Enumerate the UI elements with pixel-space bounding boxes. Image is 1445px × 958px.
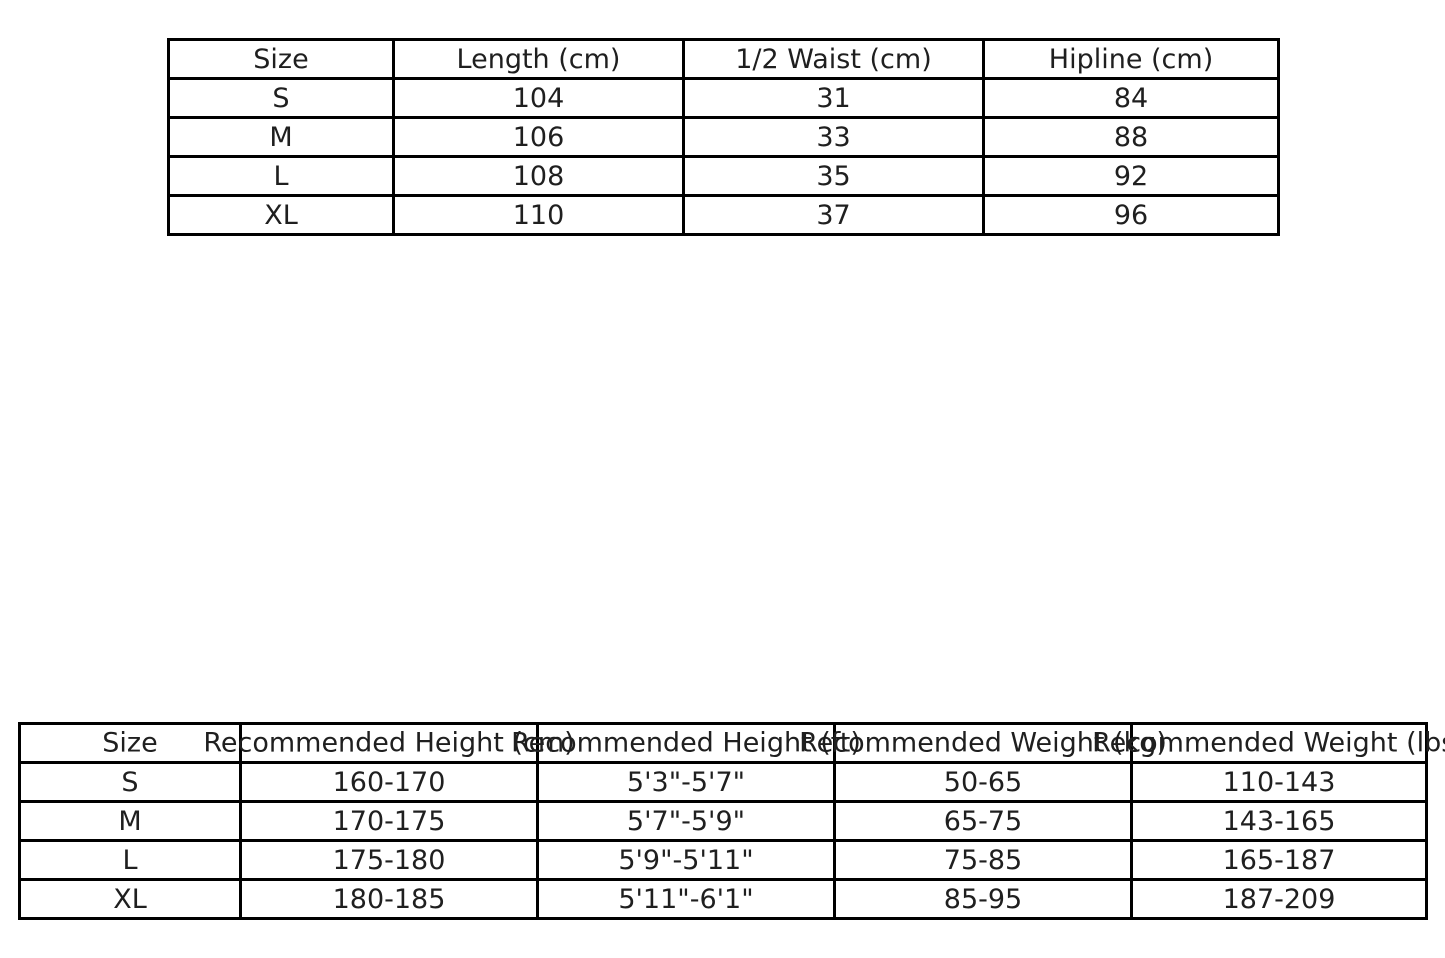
column-header-weight-kg: Recommended Weight (kg) xyxy=(799,722,1167,764)
table-cell: M xyxy=(18,800,242,842)
table-row: L 108 35 92 xyxy=(167,155,1280,197)
table-row: S 160-170 5'3"-5'7" 50-65 110-143 xyxy=(18,761,1428,803)
table-cell: 65-75 xyxy=(833,800,1133,842)
table-row: XL 110 37 96 xyxy=(167,194,1280,236)
table-cell: M xyxy=(167,116,395,158)
size-recommendation-table: Size Recommended Height (cm) Recommended… xyxy=(18,722,1445,920)
table-cell: 5'7"-5'9" xyxy=(536,800,836,842)
column-header-half-waist: 1/2 Waist (cm) xyxy=(682,38,985,80)
table-cell: 170-175 xyxy=(239,800,539,842)
table-cell: 187-209 xyxy=(1130,878,1428,920)
table-cell: 50-65 xyxy=(833,761,1133,803)
table-cell: 143-165 xyxy=(1130,800,1428,842)
table-row: M 106 33 88 xyxy=(167,116,1280,158)
column-header-size: Size xyxy=(18,722,242,764)
column-header-label: Recommended Weight (lbs) xyxy=(1092,727,1445,759)
table-cell: 5'9"-5'11" xyxy=(536,839,836,881)
table-row: XL 180-185 5'11"-6'1" 85-95 187-209 xyxy=(18,878,1428,920)
table-cell: 108 xyxy=(392,155,685,197)
table-cell: 31 xyxy=(682,77,985,119)
column-header-size: Size xyxy=(167,38,395,80)
table-row: L 175-180 5'9"-5'11" 75-85 165-187 xyxy=(18,839,1428,881)
table-cell: 175-180 xyxy=(239,839,539,881)
table-cell: 75-85 xyxy=(833,839,1133,881)
table-cell: XL xyxy=(167,194,395,236)
table-cell: 106 xyxy=(392,116,685,158)
table-cell: 35 xyxy=(682,155,985,197)
table-row: S 104 31 84 xyxy=(167,77,1280,119)
column-header-hipline: Hipline (cm) xyxy=(982,38,1280,80)
table-cell: 110-143 xyxy=(1130,761,1428,803)
table-header-row: Size Recommended Height (cm) Recommended… xyxy=(18,722,1445,764)
table-cell: 84 xyxy=(982,77,1280,119)
table-cell: 96 xyxy=(982,194,1280,236)
table-cell: 5'11"-6'1" xyxy=(536,878,836,920)
table-cell: 92 xyxy=(982,155,1280,197)
table-cell: 88 xyxy=(982,116,1280,158)
column-header-label: Recommended Height (cm) xyxy=(203,727,575,759)
table-cell: 85-95 xyxy=(833,878,1133,920)
column-header-length: Length (cm) xyxy=(392,38,685,80)
table-header-row: Size Length (cm) 1/2 Waist (cm) Hipline … xyxy=(167,38,1280,80)
table-cell: S xyxy=(18,761,242,803)
table-cell: 5'3"-5'7" xyxy=(536,761,836,803)
size-measurements-table: Size Length (cm) 1/2 Waist (cm) Hipline … xyxy=(167,38,1280,236)
column-header-weight-lbs: Recommended Weight (lbs) xyxy=(1092,722,1445,764)
table-cell: 104 xyxy=(392,77,685,119)
table-cell: S xyxy=(167,77,395,119)
table-cell: XL xyxy=(18,878,242,920)
column-header-label: Size xyxy=(102,727,158,759)
table-cell: 33 xyxy=(682,116,985,158)
table-cell: 165-187 xyxy=(1130,839,1428,881)
column-header-height-cm: Recommended Height (cm) xyxy=(203,722,575,764)
table-row: M 170-175 5'7"-5'9" 65-75 143-165 xyxy=(18,800,1428,842)
table-cell: 180-185 xyxy=(239,878,539,920)
table-cell: 160-170 xyxy=(239,761,539,803)
column-header-height-ft: Recommended Height (ft) xyxy=(511,722,861,764)
table-cell: 110 xyxy=(392,194,685,236)
table-cell: L xyxy=(18,839,242,881)
column-header-label: Recommended Weight (kg) xyxy=(799,727,1167,759)
table-cell: L xyxy=(167,155,395,197)
table-cell: 37 xyxy=(682,194,985,236)
column-header-label: Recommended Height (ft) xyxy=(511,727,861,759)
